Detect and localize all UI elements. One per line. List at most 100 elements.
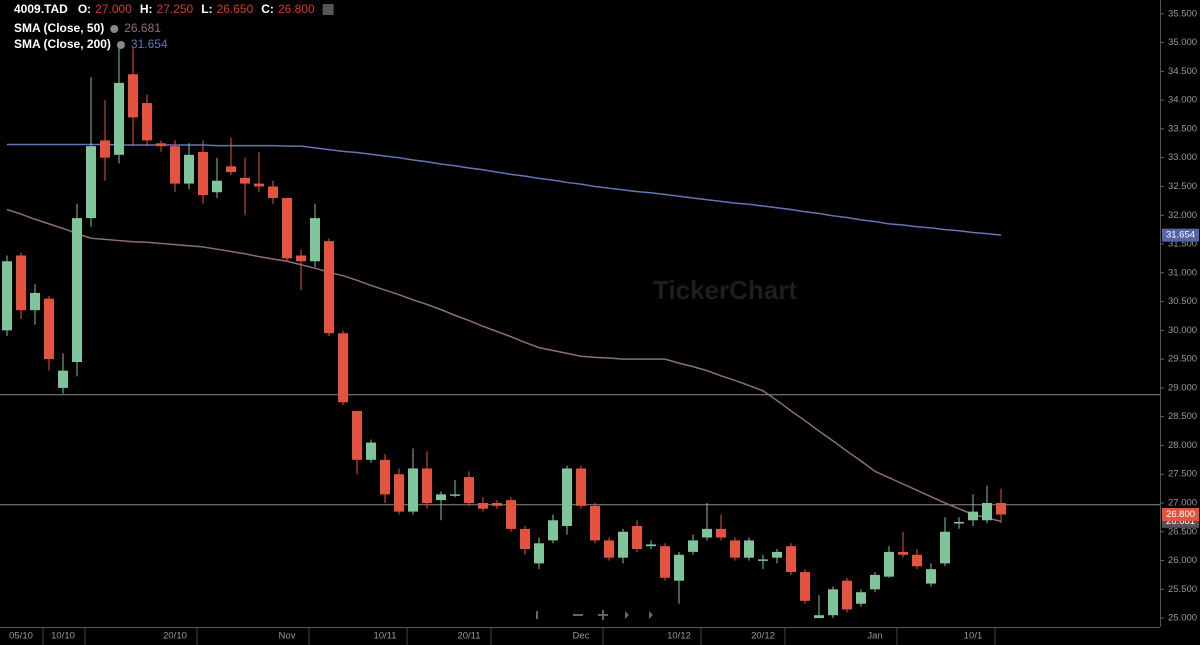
candle-body (954, 521, 964, 524)
candle-body (380, 459, 390, 495)
candle-body (506, 500, 516, 529)
sma-line (6, 208, 1002, 523)
candle-body (296, 255, 306, 262)
nav-icon[interactable] (602, 610, 604, 620)
candle-body (394, 474, 404, 512)
price-box-label: 26.681 (1166, 516, 1195, 527)
candle-body (758, 559, 768, 561)
y-tick-label: 25.000 (1168, 613, 1197, 624)
price-box (1162, 228, 1199, 242)
settings-icon (322, 4, 334, 15)
candle-body (562, 468, 572, 527)
candle-body (86, 146, 96, 219)
candle-body (100, 140, 110, 158)
candle-body (450, 494, 460, 496)
candle-body (16, 255, 26, 311)
legend-value: 26.681 (124, 21, 161, 35)
candle-body (912, 554, 922, 567)
candle-body (44, 298, 54, 360)
candle-body (366, 442, 376, 460)
candle-body (128, 74, 138, 118)
candle-body (226, 166, 236, 173)
candle-body (156, 143, 166, 147)
header-text: 27.250 (157, 2, 194, 16)
candle-body (338, 333, 348, 403)
candle-body (786, 546, 796, 573)
candle-body (254, 183, 264, 187)
candle-body (618, 531, 628, 558)
candle-body (674, 554, 684, 581)
candle-body (520, 528, 530, 550)
candle-body (534, 543, 544, 564)
candle-body (744, 540, 754, 558)
y-tick-label: 27.000 (1168, 498, 1197, 509)
candle-body (548, 520, 558, 541)
candle-body (436, 494, 446, 501)
x-tick-label: 10/10 (51, 631, 75, 642)
candle-body (184, 154, 194, 184)
y-tick-label: 33.500 (1168, 123, 1197, 134)
candle-body (282, 197, 292, 259)
candle-body (478, 502, 488, 509)
legend-value: 31.654 (131, 37, 168, 51)
x-tick-label: 20/12 (751, 631, 775, 642)
nav-icon[interactable] (573, 614, 583, 616)
candle-body (352, 410, 362, 460)
x-tick-label: 10/1 (964, 631, 983, 642)
candle-body (310, 218, 320, 262)
candle-body (856, 592, 866, 604)
candle-body (702, 528, 712, 538)
candle-body (72, 218, 82, 362)
candle-body (814, 615, 824, 619)
candle-body (198, 151, 208, 196)
candle-body (324, 241, 334, 334)
candle-body (898, 551, 908, 555)
candle-body (996, 502, 1006, 515)
nav-icon[interactable] (625, 611, 629, 619)
candle-body (58, 370, 68, 388)
sma-line (7, 143, 1002, 236)
x-tick-label: Jan (867, 631, 882, 642)
candle-body (870, 574, 880, 590)
y-tick-label: 31.000 (1168, 267, 1197, 278)
y-tick-label: 34.500 (1168, 66, 1197, 77)
candle-body (212, 180, 222, 193)
y-tick-label: 27.500 (1168, 469, 1197, 480)
header: 4009.TAD O: 27.000 H: 27.250 L: 26.650 C: 26.800… (14, 2, 334, 51)
candle-body (408, 468, 418, 512)
candle-body (240, 177, 250, 184)
y-tick-label: 26.500 (1168, 526, 1197, 537)
candle-body (422, 468, 432, 503)
settings-icon (116, 41, 125, 49)
y-tick-label: 32.500 (1168, 181, 1197, 192)
nav-icon[interactable] (536, 611, 538, 619)
candle-body (142, 103, 152, 141)
x-tick-label: 10/11 (373, 631, 396, 642)
candle-body (2, 261, 12, 331)
candle-body (492, 502, 502, 506)
candle-body (716, 528, 726, 538)
candle-body (940, 531, 950, 564)
y-tick-label: 28.000 (1168, 440, 1197, 451)
candle-body (604, 540, 614, 558)
candle-body (926, 569, 936, 584)
y-tick-label: 30.500 (1168, 296, 1197, 307)
candle-body (114, 82, 124, 155)
y-tick-label: 33.000 (1168, 152, 1197, 163)
x-tick-label: 10/12 (667, 631, 691, 642)
price-box (1162, 508, 1199, 522)
candle-body (30, 292, 40, 311)
x-tick-label: 20/10 (163, 631, 187, 642)
header-text: L: (201, 2, 212, 16)
x-tick-label: Dec (573, 631, 590, 642)
nav-icon[interactable] (649, 611, 653, 619)
y-tick-label: 28.500 (1168, 411, 1197, 422)
y-tick-label: 34.000 (1168, 95, 1197, 106)
candle-body (884, 551, 894, 577)
legend-label: SMA (Close, 200) (14, 37, 111, 51)
candle-body (982, 502, 992, 521)
nav-controls[interactable] (536, 610, 653, 620)
y-tick-label: 25.500 (1168, 584, 1197, 595)
